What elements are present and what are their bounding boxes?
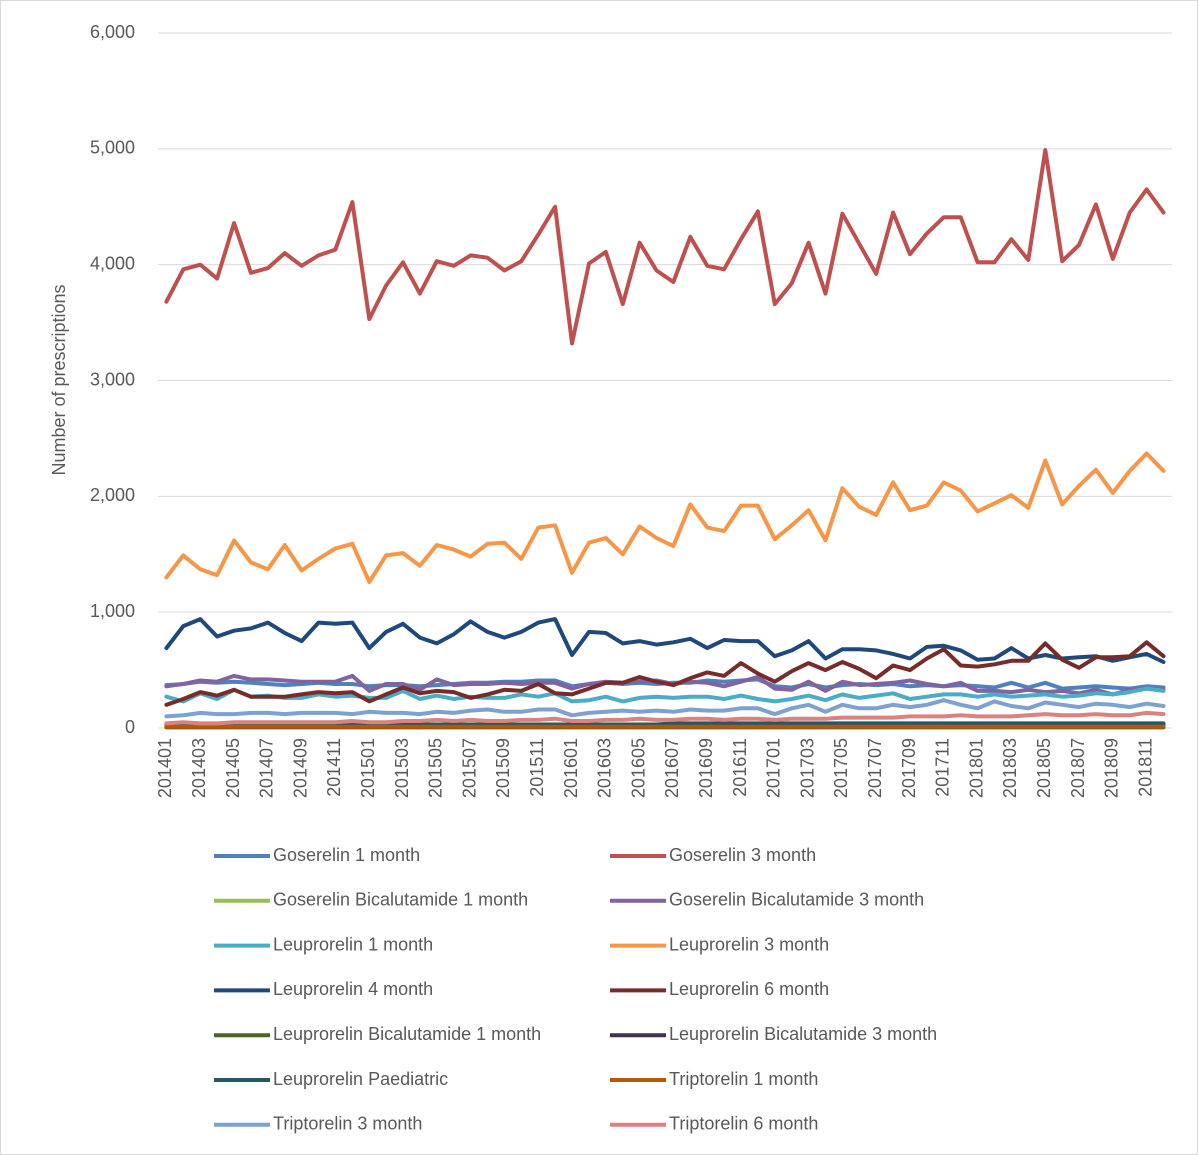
y-tick-label: 0	[125, 717, 135, 737]
x-tick-label: 201505	[426, 738, 446, 798]
legend-label: Leuprorelin 4 month	[273, 979, 433, 999]
x-tick-label: 201701	[764, 738, 784, 798]
x-tick-label: 201509	[493, 738, 513, 798]
x-tick-label: 201707	[865, 738, 885, 798]
x-tick-label: 201503	[392, 738, 412, 798]
series-line	[164, 617, 1166, 664]
legend-label: Goserelin Bicalutamide 1 month	[273, 890, 528, 910]
legend-label: Leuprorelin 3 month	[669, 934, 829, 954]
x-tick-label: 201807	[1068, 738, 1088, 798]
series-line	[164, 451, 1166, 584]
x-tick-label: 201601	[561, 738, 581, 798]
series-line	[164, 148, 1166, 346]
x-tick-label: 201811	[1135, 738, 1155, 797]
x-tick-label: 201611	[730, 738, 750, 797]
legend-label: Leuprorelin Bicalutamide 3 month	[669, 1024, 937, 1044]
x-tick-label: 201403	[189, 738, 209, 798]
x-tick-label: 201501	[358, 738, 378, 798]
y-axis-title: Number of prescriptions	[49, 284, 69, 475]
series-line	[164, 710, 1166, 726]
series-line	[164, 721, 1166, 727]
legend-label: Leuprorelin Bicalutamide 1 month	[273, 1024, 541, 1044]
x-tick-label: 201609	[696, 738, 716, 798]
x-tick-label: 201711	[933, 738, 953, 797]
legend-label: Triptorelin 6 month	[669, 1114, 818, 1134]
legend-label: Leuprorelin Paediatric	[273, 1069, 448, 1089]
x-tick-label: 201409	[290, 738, 310, 798]
x-tick-label: 201603	[595, 738, 615, 798]
x-tick-label: 201801	[966, 738, 986, 798]
legend-label: Goserelin 3 month	[669, 845, 816, 865]
x-tick-label: 201703	[797, 738, 817, 798]
x-tick-label: 201407	[257, 738, 277, 798]
x-tick-label: 201809	[1102, 738, 1122, 798]
series-line	[164, 640, 1166, 707]
x-tick-label: 201709	[899, 738, 919, 798]
x-tick-label: 201411	[324, 738, 344, 797]
x-tick-label: 201511	[527, 738, 547, 797]
y-tick-label: 4,000	[90, 253, 135, 273]
legend-label: Leuprorelin 1 month	[273, 934, 433, 954]
y-tick-label: 3,000	[90, 369, 135, 389]
legend-label: Triptorelin 3 month	[273, 1114, 422, 1134]
y-tick-label: 1,000	[90, 601, 135, 621]
y-tick-label: 6,000	[90, 22, 135, 42]
legend-label: Triptorelin 1 month	[669, 1069, 818, 1089]
x-tick-label: 201607	[662, 738, 682, 798]
x-tick-label: 201705	[831, 738, 851, 798]
x-tick-label: 201805	[1034, 738, 1054, 798]
y-tick-label: 5,000	[90, 138, 135, 158]
legend-label: Goserelin 1 month	[273, 845, 420, 865]
x-tick-label: 201405	[223, 738, 243, 798]
legend-label: Goserelin Bicalutamide 3 month	[669, 890, 924, 910]
x-tick-label: 201507	[459, 738, 479, 798]
legend-label: Leuprorelin 6 month	[669, 979, 829, 999]
series-line	[164, 686, 1166, 704]
x-tick-label: 201605	[628, 738, 648, 798]
x-tick-label: 201401	[155, 738, 175, 798]
x-tick-label: 201803	[1000, 738, 1020, 798]
series-line	[164, 698, 1166, 719]
y-tick-label: 2,000	[90, 485, 135, 505]
